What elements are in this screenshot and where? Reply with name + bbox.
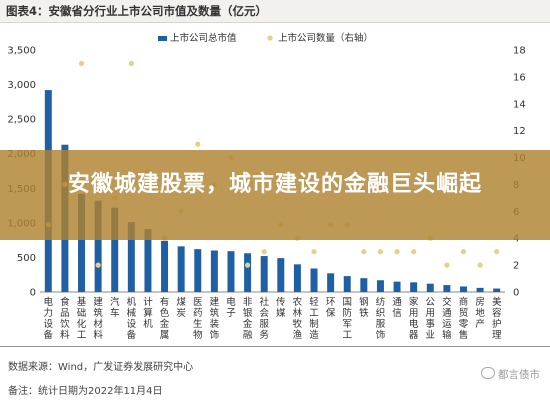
x-tick-label: 计算机 [143,296,153,330]
legend-dot-label: 上市公司数量（右轴） [278,32,373,44]
bar [459,286,467,292]
y-right-tick-label: 14 [513,99,526,110]
count-point [444,262,450,268]
x-tick-label: 轻工制造 [309,296,319,341]
x-tick-label: 汽车 [110,296,120,319]
wechat-icon [481,367,495,379]
bar [94,200,102,292]
bar [161,240,169,292]
footer-divider [0,346,550,347]
watermark: 都言债市 [481,367,540,382]
x-tick-label: 医药生物 [193,297,203,341]
bar [293,264,301,292]
headline-banner [0,150,550,240]
x-tick-label: 环保 [326,297,336,319]
x-tick-label: 建筑材料 [93,296,103,341]
x-tick-label: 公用事业 [426,297,436,341]
count-point [377,249,384,255]
x-tick-label: 房地产 [475,296,485,330]
x-tick-label: 传媒 [276,296,286,319]
bar [310,268,318,292]
y-right-tick-label: 0 [513,288,519,299]
y-left-tick-label: 3,000 [7,80,36,91]
count-point [494,249,500,255]
x-tick-label: 交通运输 [442,296,452,341]
watermark-text: 都言债市 [498,369,540,381]
x-tick-label: 社会服务 [259,296,269,341]
y-right-tick-label: 2 [513,261,519,272]
count-point [361,249,367,255]
bar [476,287,484,292]
bar [376,280,384,292]
count-point [411,249,417,255]
x-tick-label: 非银金融 [243,296,253,341]
bar [277,258,285,292]
bar [127,222,135,292]
legend-dot-swatch [267,35,273,41]
y-left-tick-label: 500 [17,253,36,264]
count-point [128,60,134,67]
x-tick-label: 基础化工 [77,296,87,341]
bar [78,193,86,292]
x-tick-label: 家用电器 [409,296,419,341]
count-point [95,262,101,268]
bar [144,229,152,292]
bar [111,207,119,292]
y-right-tick-label: 16 [513,72,526,83]
count-point [311,249,317,255]
bar [493,288,501,292]
date-note: 备注：统计日期为2022年11月4日 [8,386,163,397]
count-point [195,141,201,147]
bar [410,282,418,292]
bar [210,250,218,292]
y-right-tick-label: 12 [513,126,526,137]
legend-bar-label: 上市公司总市值 [170,32,237,44]
bar [260,256,268,292]
x-tick-label: 通信 [392,297,402,319]
x-tick-label: 有色金属 [160,296,170,341]
y-left-tick-label: 0 [30,288,36,299]
x-tick-label: 商贸零售 [459,296,469,341]
bar [360,278,368,292]
x-tick-label: 食品饮料 [60,296,70,341]
chart-title-bar: 图表4：安徽省分行业上市公司市值及数量（亿元） [0,0,550,23]
x-tick-label: 农林牧渔 [293,296,303,341]
x-tick-label: 建筑装饰 [210,296,220,341]
bar [244,253,252,292]
bar [393,281,401,292]
x-tick-label: 纺织服饰 [376,296,386,341]
bar [227,251,235,292]
x-tick-label: 钢铁 [359,296,369,319]
legend-bar-swatch [158,36,167,41]
bar [426,283,434,292]
x-tick-label: 电子 [226,296,236,319]
bar [327,273,335,292]
x-tick-label: 电力设备 [44,296,54,341]
bar [443,285,451,292]
count-point [78,60,85,67]
count-point [394,249,400,255]
x-tick-label: 美容护理 [492,296,502,341]
y-right-tick-label: 18 [513,46,526,57]
bar [343,276,351,292]
count-point [460,249,467,255]
count-point [477,262,483,268]
count-point [244,262,251,268]
chart-title: 图表4：安徽省分行业上市公司市值及数量（亿元） [6,4,267,18]
y-left-tick-label: 3,500 [7,46,36,57]
data-source: 数据来源：Wind，广发证券发展研究中心 [8,362,194,373]
bar [194,249,202,292]
y-left-tick-label: 2,500 [7,115,36,126]
x-tick-label: 机械设备 [127,296,137,341]
count-point [261,249,267,255]
headline-text: 安徽城建股票，城市建设的金融巨头崛起 [67,172,482,197]
x-tick-label: 国防军工 [342,297,352,341]
x-tick-label: 煤炭 [176,296,186,319]
bar [177,246,185,292]
